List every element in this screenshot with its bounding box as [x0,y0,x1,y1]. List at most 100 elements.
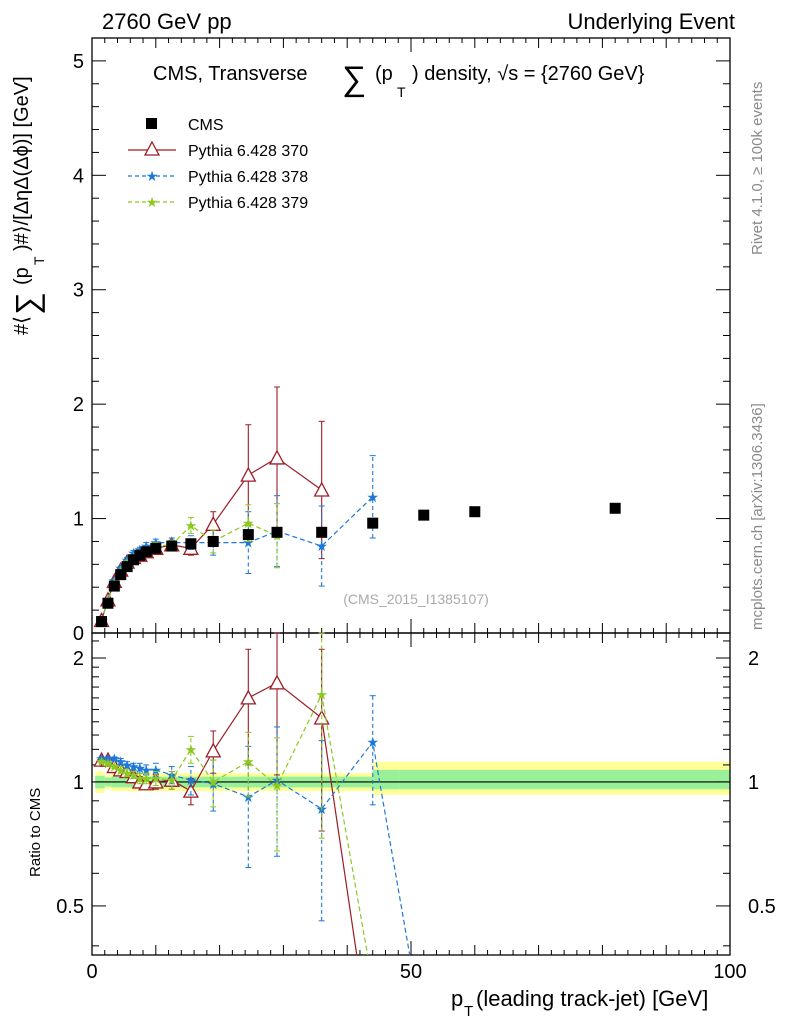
x-tick-label: 100 [713,961,746,983]
ratio-y-axis-label: Ratio to CMS [27,788,44,877]
legend-marker-378: ★ [146,168,159,184]
ratio-point-pythia-6-428-378: ★ [108,751,121,767]
ratio-point-pythia-6-428-378: ★ [366,734,379,750]
ratio-point-pythia-6-428-379: ★ [271,778,284,794]
main-point-cms [207,535,219,547]
ratio-point-pythia-6-428-379: ★ [95,754,108,770]
xlabel-subscript: T [464,1003,473,1020]
legend-marker-379: ★ [146,194,159,210]
rivet-version-label: Rivet 4.1.0, ≥ 100k events [749,82,766,255]
main-point-pythia-6-428-378: ★ [315,538,328,554]
ratio-point-pythia-6-428-378: ★ [127,759,140,775]
ratio-point-pythia-6-428-378: ★ [134,760,147,776]
main-point-cms [242,529,254,541]
title-pt-subscript: T [397,84,406,100]
ratio-point-pythia-6-428-370 [205,742,222,758]
ratio-y-tick-label: 0.5 [56,896,84,918]
main-point-cms [367,517,379,529]
analysis-watermark: (CMS_2015_I1385107) [343,591,489,607]
main-y-tick-label: 1 [73,509,84,531]
main-point-cms [115,569,127,581]
main-point-cms [418,509,430,521]
legend-marker-cms [146,118,157,129]
ratio-point-pythia-6-428-379: ★ [185,741,198,757]
ratio-point-pythia-6-428-379: ★ [121,765,134,781]
title-pt: (p [375,63,393,85]
ratio-point-pythia-6-428-379: ★ [108,759,121,775]
ylabel-subscript: T [31,256,47,265]
ratio-point-pythia-6-428-379: ★ [114,762,127,778]
ratio-y-tick-label-right: 2 [748,648,759,670]
ylabel-sum-symbol: ∑ [9,292,45,315]
ylabel-part-5: )#⟩/[ΔηΔ(Δϕ)] [GeV] [11,76,33,251]
main-y-axis-label: #⟨ ∑ (p T )#⟩/[ΔηΔ(Δϕ)] [GeV] [9,76,47,335]
ratio-point-pythia-6-428-379: ★ [315,687,328,703]
title-prefix: CMS, Transverse [153,63,307,85]
main-point-cms [469,506,481,518]
main-point-pythia-6-428-370 [313,481,330,497]
xlabel-rest: (leading track-jet) [GeV] [476,986,708,1011]
ratio-band-stat [398,769,730,790]
ylabel-part-1: #⟨ [11,316,33,335]
ratio-point-pythia-6-428-370 [240,689,257,705]
ratio-point-pythia-6-428-378: ★ [150,762,163,778]
main-y-tick-label: 4 [73,165,84,187]
ratio-point-pythia-6-428-379: ★ [140,770,153,786]
ratio-point-pythia-6-428-378: ★ [114,754,127,770]
main-y-tick-label: 3 [73,280,84,302]
ylabel-part-3: (p [11,267,33,285]
ratio-band-stat [372,769,399,790]
ratio-line-pythia-6-428-379 [101,692,369,956]
legend-marker-370 [143,140,161,156]
main-point-cms [166,540,178,552]
ratio-y-tick-label-right: 0.5 [748,896,776,918]
main-point-cms [185,538,197,550]
main-point-cms [609,502,621,514]
ratio-point-pythia-6-428-378: ★ [121,757,134,773]
ratio-point-pythia-6-428-379: ★ [165,772,178,788]
ratio-point-pythia-6-428-379: ★ [127,767,140,783]
legend-label-379: Pythia 6.428 379 [188,195,308,212]
ratio-point-pythia-6-428-378: ★ [140,762,153,778]
main-point-cms [271,526,283,538]
main-point-pythia-6-428-370 [268,449,286,465]
ratio-y-tick-label: 2 [73,648,84,670]
main-point-pythia-6-428-370 [240,466,257,482]
main-point-pythia-6-428-370 [205,515,222,531]
main-point-pythia-6-428-379: ★ [185,517,198,533]
title-sum-symbol: ∑ [342,60,366,98]
ratio-y-tick-label-right: 1 [748,772,759,794]
main-point-cms [96,616,108,628]
ratio-line-pythia-6-428-378 [101,740,411,956]
x-tick-label: 50 [400,961,422,983]
main-point-cms [140,546,152,558]
main-point-cms [121,561,133,573]
main-y-tick-label: 2 [73,394,84,416]
main-point-cms [150,542,162,554]
main-point-cms [134,549,146,561]
title-suffix: ) density, √s = {2760 GeV} [412,63,645,85]
legend: CMS Pythia 6.428 370 ★ Pythia 6.428 378 … [128,117,308,212]
main-title: CMS, Transverse ∑ (p T ) density, √s = {… [153,60,645,100]
ratio-point-pythia-6-428-379: ★ [102,755,115,771]
ratio-y-tick-label: 1 [73,772,84,794]
ratio-point-pythia-6-428-370 [268,674,286,690]
main-point-pythia-6-428-378: ★ [366,489,379,505]
ratio-point-pythia-6-428-370 [147,773,164,789]
ratio-point-pythia-6-428-379: ★ [207,774,220,790]
ratio-point-pythia-6-428-370 [182,782,199,798]
legend-label-370: Pythia 6.428 370 [188,143,308,160]
main-point-cms [127,554,139,566]
header-left: 2760 GeV pp [102,9,232,34]
xlabel-p: p [451,986,463,1011]
legend-label-378: Pythia 6.428 378 [188,169,308,186]
main-y-tick-label: 5 [73,51,84,73]
ratio-point-pythia-6-428-379: ★ [242,754,255,770]
source-label: mcplots.cern.ch [arXiv:1306.3436] [749,403,766,630]
main-point-cms [108,580,120,592]
ratio-point-pythia-6-428-379: ★ [134,770,147,786]
main-y-tick-label: 0 [73,623,84,645]
main-point-cms [102,597,114,609]
header-right: Underlying Event [567,9,735,34]
